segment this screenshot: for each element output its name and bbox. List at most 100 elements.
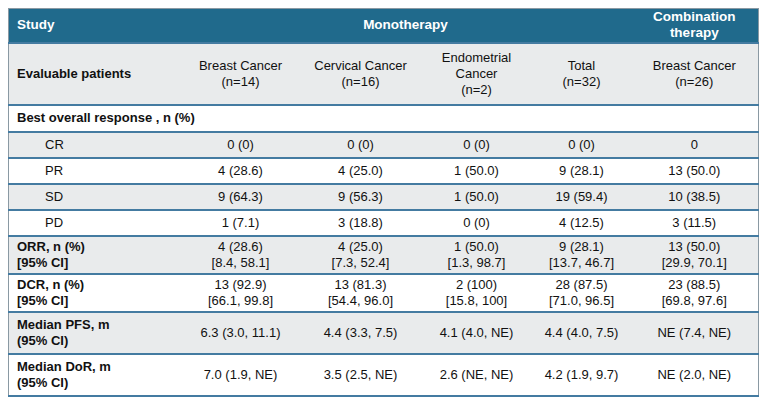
stat-value: 23 (88.5) bbox=[635, 277, 755, 293]
patients-header-row: Evaluable patients Breast Cancer (n=14) … bbox=[9, 43, 759, 105]
stat-value: 4 (25.0) bbox=[305, 239, 417, 255]
cohort-n: (n=32) bbox=[537, 74, 627, 90]
row-label-orr: ORR, n (%) [95% CI] bbox=[9, 236, 181, 274]
table-row-median-pfs: Median PFS, m (95% CI) 6.3 (3.0, 11.1) 4… bbox=[9, 312, 759, 354]
cohort-n: (n=16) bbox=[305, 74, 417, 90]
data-cell: 28 (87.5) [71.0, 96.5] bbox=[533, 274, 631, 312]
data-cell: NE (2.0, NE) bbox=[631, 354, 759, 396]
row-label-dcr: DCR, n (%) [95% CI] bbox=[9, 274, 181, 312]
data-cell: 10 (38.5) bbox=[631, 184, 759, 210]
data-cell: 1 (50.0) [1.3, 98.7] bbox=[421, 236, 533, 274]
data-cell: 4 (28.6) bbox=[181, 158, 301, 184]
row-label-median-pfs: Median PFS, m (95% CI) bbox=[9, 312, 181, 354]
data-cell: 3 (11.5) bbox=[631, 210, 759, 236]
data-cell: 19 (59.4) bbox=[533, 184, 631, 210]
median-label-line2: (95% CI) bbox=[17, 375, 177, 391]
data-cell: 4 (12.5) bbox=[533, 210, 631, 236]
data-cell: 9 (64.3) bbox=[181, 184, 301, 210]
data-cell: 4.2 (1.9, 9.7) bbox=[533, 354, 631, 396]
data-cell: 3 (18.8) bbox=[301, 210, 421, 236]
section-label: Best overall response , n (%) bbox=[9, 105, 759, 132]
col-header-breast-cancer-combo: Breast Cancer (n=26) bbox=[631, 43, 759, 105]
stat-value: 1 (50.0) bbox=[425, 239, 529, 255]
data-cell: 2.6 (NE, NE) bbox=[421, 354, 533, 396]
data-cell: 4 (25.0) [7.3, 52.4] bbox=[301, 236, 421, 274]
col-header-cervical-cancer: Cervical Cancer (n=16) bbox=[301, 43, 421, 105]
data-cell: 23 (88.5) [69.8, 97.6] bbox=[631, 274, 759, 312]
data-cell: 9 (28.1) bbox=[533, 158, 631, 184]
data-cell: 4 (28.6) [8.4, 58.1] bbox=[181, 236, 301, 274]
data-cell: 7.0 (1.9, NE) bbox=[181, 354, 301, 396]
cohort-name: Breast Cancer bbox=[635, 58, 755, 74]
data-cell: 1 (7.1) bbox=[181, 210, 301, 236]
stat-value: 28 (87.5) bbox=[537, 277, 627, 293]
stat-ci: [71.0, 96.5] bbox=[537, 293, 627, 309]
data-cell: 1 (50.0) bbox=[421, 184, 533, 210]
cohort-n: (n=14) bbox=[185, 74, 297, 90]
stat-ci: [54.4, 96.0] bbox=[305, 293, 417, 309]
results-table-container: Study Monotherapy Combination therapy Ev… bbox=[8, 8, 759, 397]
table-row-cr: CR 0 (0) 0 (0) 0 (0) 0 (0) 0 bbox=[9, 132, 759, 158]
data-cell: 4.4 (3.3, 7.5) bbox=[301, 312, 421, 354]
table-row-orr: ORR, n (%) [95% CI] 4 (28.6) [8.4, 58.1]… bbox=[9, 236, 759, 274]
median-label-line1: Median PFS, m bbox=[17, 317, 177, 333]
stat-label-line1: ORR, n (%) bbox=[17, 239, 177, 255]
row-label-pr: PR bbox=[9, 158, 181, 184]
col-header-endometrial-cancer: Endometrial Cancer (n=2) bbox=[421, 43, 533, 105]
data-cell: 9 (28.1) [13.7, 46.7] bbox=[533, 236, 631, 274]
data-cell: 13 (81.3) [54.4, 96.0] bbox=[301, 274, 421, 312]
data-cell: 0 (0) bbox=[421, 132, 533, 158]
cohort-name: Endometrial Cancer bbox=[425, 50, 529, 82]
table-row-dcr: DCR, n (%) [95% CI] 13 (92.9) [66.1, 99.… bbox=[9, 274, 759, 312]
best-overall-response-section-row: Best overall response , n (%) bbox=[9, 105, 759, 132]
data-cell: 13 (50.0) [29.9, 70.1] bbox=[631, 236, 759, 274]
col-header-total: Total (n=32) bbox=[533, 43, 631, 105]
table-row-sd: SD 9 (64.3) 9 (56.3) 1 (50.0) 19 (59.4) … bbox=[9, 184, 759, 210]
stat-value: 2 (100) bbox=[425, 277, 529, 293]
cohort-name: Total bbox=[537, 58, 627, 74]
data-cell: 6.3 (3.0, 11.1) bbox=[181, 312, 301, 354]
table-row-pd: PD 1 (7.1) 3 (18.8) 0 (0) 4 (12.5) 3 (11… bbox=[9, 210, 759, 236]
stat-value: 13 (50.0) bbox=[635, 239, 755, 255]
cohort-name: Cervical Cancer bbox=[305, 58, 417, 74]
header-study-cell: Study bbox=[9, 9, 181, 43]
data-cell: 4.1 (4.0, NE) bbox=[421, 312, 533, 354]
cohort-n: (n=2) bbox=[425, 82, 529, 98]
stat-ci: [29.9, 70.1] bbox=[635, 255, 755, 271]
data-cell: 0 (0) bbox=[421, 210, 533, 236]
median-label-line1: Median DoR, m bbox=[17, 359, 177, 375]
row-label-sd: SD bbox=[9, 184, 181, 210]
stat-ci: [15.8, 100] bbox=[425, 293, 529, 309]
stat-ci: [69.8, 97.6] bbox=[635, 293, 755, 309]
row-label-cr: CR bbox=[9, 132, 181, 158]
data-cell: 0 (0) bbox=[533, 132, 631, 158]
table-row-pr: PR 4 (28.6) 4 (25.0) 1 (50.0) 9 (28.1) 1… bbox=[9, 158, 759, 184]
stat-value: 13 (81.3) bbox=[305, 277, 417, 293]
stat-label-line2: [95% CI] bbox=[17, 255, 177, 271]
cohort-name: Breast Cancer bbox=[185, 58, 297, 74]
data-cell: 13 (50.0) bbox=[631, 158, 759, 184]
data-cell: 3.5 (2.5, NE) bbox=[301, 354, 421, 396]
stat-ci: [1.3, 98.7] bbox=[425, 255, 529, 271]
row-label-pd: PD bbox=[9, 210, 181, 236]
header-combination-therapy-cell: Combination therapy bbox=[631, 9, 759, 43]
data-cell: 4.4 (4.0, 7.5) bbox=[533, 312, 631, 354]
stat-value: 9 (28.1) bbox=[537, 239, 627, 255]
table-row-median-dor: Median DoR, m (95% CI) 7.0 (1.9, NE) 3.5… bbox=[9, 354, 759, 396]
median-label-line2: (95% CI) bbox=[17, 333, 177, 349]
data-cell: 0 bbox=[631, 132, 759, 158]
data-cell: 9 (56.3) bbox=[301, 184, 421, 210]
stat-ci: [7.3, 52.4] bbox=[305, 255, 417, 271]
stat-ci: [8.4, 58.1] bbox=[185, 255, 297, 271]
stat-value: 4 (28.6) bbox=[185, 239, 297, 255]
clinical-results-table: Study Monotherapy Combination therapy Ev… bbox=[8, 8, 759, 397]
data-cell: 1 (50.0) bbox=[421, 158, 533, 184]
data-cell: 13 (92.9) [66.1, 99.8] bbox=[181, 274, 301, 312]
cohort-n: (n=26) bbox=[635, 74, 755, 90]
col-header-breast-cancer-mono: Breast Cancer (n=14) bbox=[181, 43, 301, 105]
data-cell: 2 (100) [15.8, 100] bbox=[421, 274, 533, 312]
header-row: Study Monotherapy Combination therapy bbox=[9, 9, 759, 43]
stat-ci: [13.7, 46.7] bbox=[537, 255, 627, 271]
data-cell: NE (7.4, NE) bbox=[631, 312, 759, 354]
data-cell: 0 (0) bbox=[181, 132, 301, 158]
